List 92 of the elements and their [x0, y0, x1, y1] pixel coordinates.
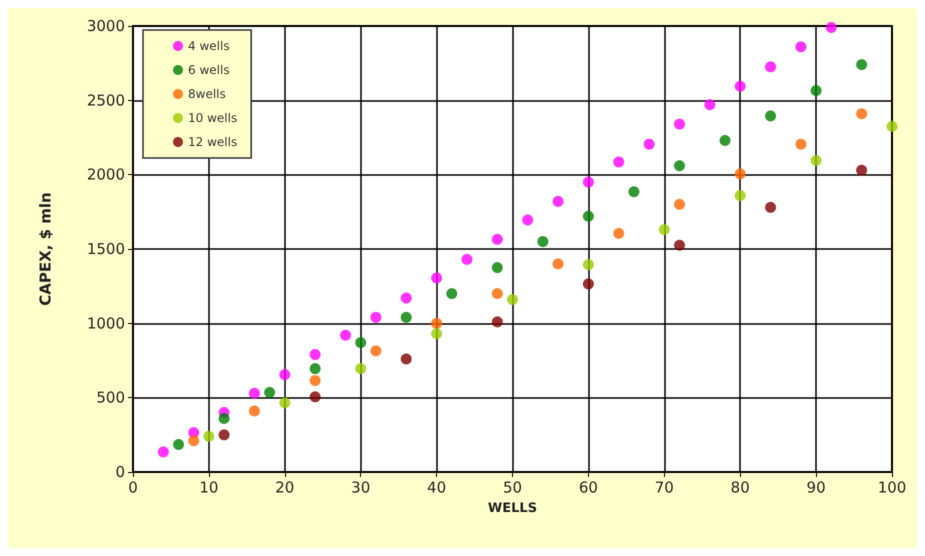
- x-tick-label: 80: [730, 478, 750, 496]
- point: [264, 386, 276, 398]
- point: [674, 240, 685, 251]
- point: [431, 318, 442, 329]
- point: [552, 258, 564, 270]
- y-axis-title: CAPEX, $ mln: [36, 192, 54, 306]
- point: [158, 446, 169, 458]
- point: [582, 176, 594, 188]
- point: [461, 254, 472, 265]
- x-tick-label: 50: [502, 478, 522, 496]
- point: [173, 439, 184, 450]
- point: [613, 228, 624, 239]
- point: [218, 412, 230, 424]
- point: [507, 294, 518, 306]
- point: [582, 210, 594, 222]
- point: [340, 330, 352, 341]
- point: [765, 202, 776, 213]
- point: [856, 164, 868, 176]
- point: [582, 278, 594, 290]
- point: [400, 354, 412, 365]
- point: [310, 375, 321, 386]
- point: [644, 138, 655, 150]
- point: [537, 236, 548, 248]
- x-tick-label: 40: [427, 478, 446, 496]
- point: [248, 388, 260, 399]
- point: [674, 198, 685, 210]
- point: [810, 85, 822, 96]
- x-tick-label: 10: [199, 478, 218, 496]
- point: [734, 168, 746, 180]
- point: [248, 406, 260, 417]
- x-tick-label: 100: [878, 478, 906, 496]
- point: [720, 134, 731, 146]
- point: [734, 80, 746, 92]
- point: [310, 363, 321, 374]
- point: [370, 312, 382, 323]
- point: [492, 316, 503, 328]
- point: [218, 429, 230, 440]
- point: [492, 234, 503, 245]
- point: [355, 363, 366, 374]
- point: [188, 435, 200, 446]
- point: [582, 259, 594, 270]
- point: [552, 196, 564, 207]
- point: [734, 190, 746, 201]
- point: [203, 430, 214, 442]
- x-tick-label: 60: [578, 478, 598, 496]
- point: [704, 99, 716, 110]
- y-tick-label: 500: [96, 388, 125, 407]
- point: [310, 391, 321, 402]
- point: [674, 160, 685, 172]
- point: [370, 345, 382, 356]
- point: [658, 224, 670, 236]
- legend-label: 6 wells: [188, 63, 230, 77]
- point: [628, 186, 640, 198]
- point: [826, 22, 837, 33]
- point: [492, 288, 503, 300]
- point: [856, 59, 868, 70]
- point: [446, 288, 458, 300]
- point: [355, 337, 366, 348]
- x-tick-label: 90: [806, 478, 826, 496]
- point: [886, 120, 898, 132]
- legend-label: 8wells: [188, 87, 226, 101]
- x-tick-label: 20: [275, 478, 294, 496]
- point: [310, 349, 321, 360]
- point: [795, 138, 806, 150]
- x-tick-label: 70: [654, 478, 674, 496]
- x-tick-label: 0: [128, 478, 138, 496]
- legend-label: 10 wells: [188, 111, 238, 125]
- point: [522, 214, 534, 226]
- point: [431, 328, 442, 340]
- point: [613, 156, 624, 168]
- y-tick-label: 0: [115, 463, 125, 481]
- point: [279, 397, 290, 408]
- x-tick-label: 30: [351, 478, 370, 496]
- point: [765, 110, 776, 122]
- y-tick-label: 2000: [86, 166, 125, 184]
- y-tick-label: 3000: [86, 17, 125, 35]
- y-tick-label: 2500: [86, 91, 125, 110]
- point: [674, 118, 685, 130]
- point: [856, 108, 868, 120]
- point: [492, 262, 503, 274]
- point: [400, 292, 412, 304]
- point: [400, 312, 412, 323]
- y-tick-label: 1000: [86, 314, 125, 332]
- legend-label: 4 wells: [188, 39, 230, 53]
- y-tick-label: 1500: [86, 240, 125, 258]
- point: [279, 369, 290, 380]
- x-axis-title: WELLS: [488, 501, 538, 516]
- point: [431, 272, 442, 284]
- legend-label: 12 wells: [188, 135, 238, 149]
- point: [810, 155, 822, 166]
- point: [795, 41, 806, 52]
- point: [765, 61, 776, 72]
